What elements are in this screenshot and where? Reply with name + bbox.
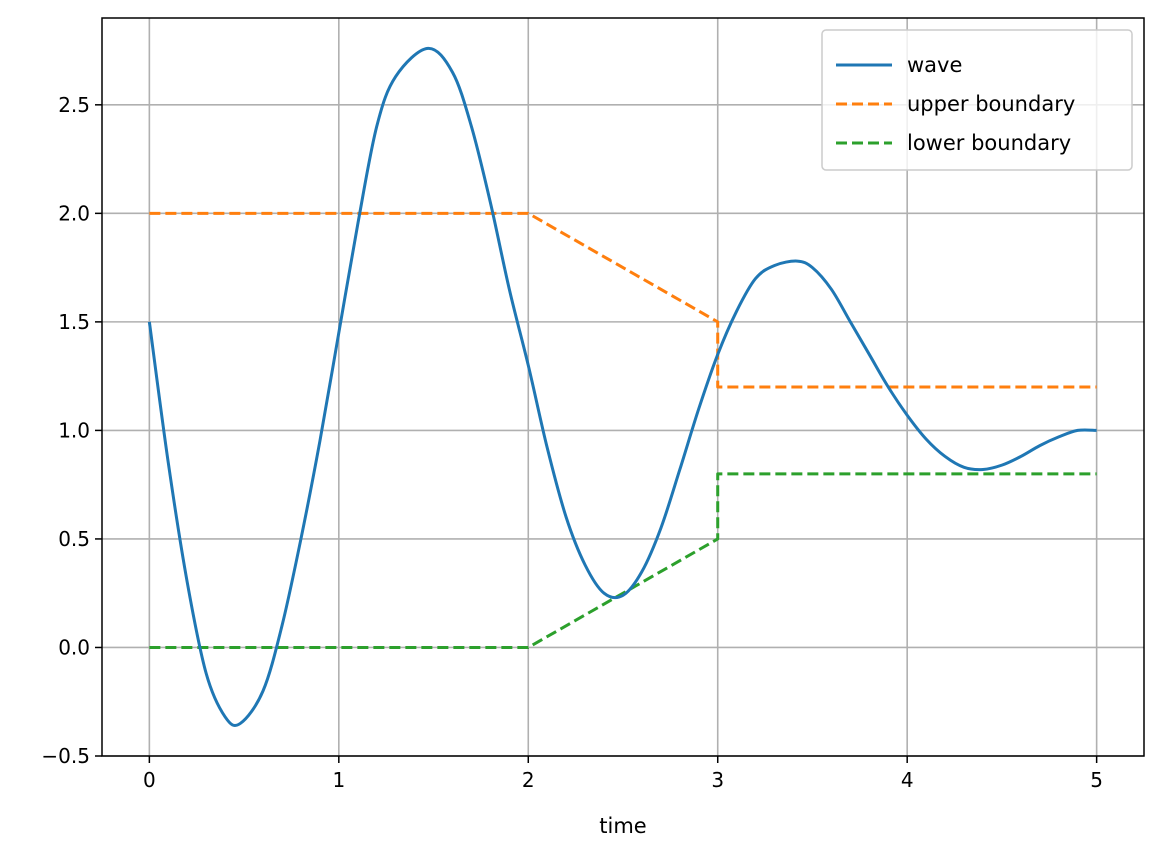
y-tick-label: 1.5: [58, 310, 90, 334]
x-tick-label: 0: [143, 768, 156, 792]
series-line-wave: [147, 46, 1097, 727]
x-tick-label: 4: [901, 768, 914, 792]
x-tick-label: 1: [332, 768, 345, 792]
legend-box: [821, 29, 1133, 171]
legend-label: upper boundary: [907, 92, 1075, 116]
x-tick-label: 3: [711, 768, 724, 792]
legend-label: wave: [907, 53, 962, 77]
x-tick-label: 5: [1090, 768, 1103, 792]
y-tick-label: 0.0: [58, 635, 90, 659]
x-tick-label: 2: [522, 768, 535, 792]
y-tick-label: −0.5: [41, 744, 90, 768]
y-tick-label: 1.0: [58, 418, 90, 442]
x-axis-label: time: [599, 814, 646, 838]
y-tick-label: 0.5: [58, 527, 90, 551]
axis-ticks: 0 1 2 3 4 5 −0.5 0.0 0.5 1.0 1.5 2.0 2.5: [41, 93, 1103, 792]
series-layer: [147, 46, 1097, 727]
legend-label: lower boundary: [907, 131, 1071, 155]
y-tick-label: 2.0: [58, 201, 90, 225]
y-tick-label: 2.5: [58, 93, 90, 117]
series-line-upper-boundary: [149, 211, 1097, 389]
series-line-lower-boundary: [149, 472, 1097, 649]
legend: wave upper boundary lower boundary: [821, 29, 1133, 171]
plot-frame: [101, 17, 1145, 757]
